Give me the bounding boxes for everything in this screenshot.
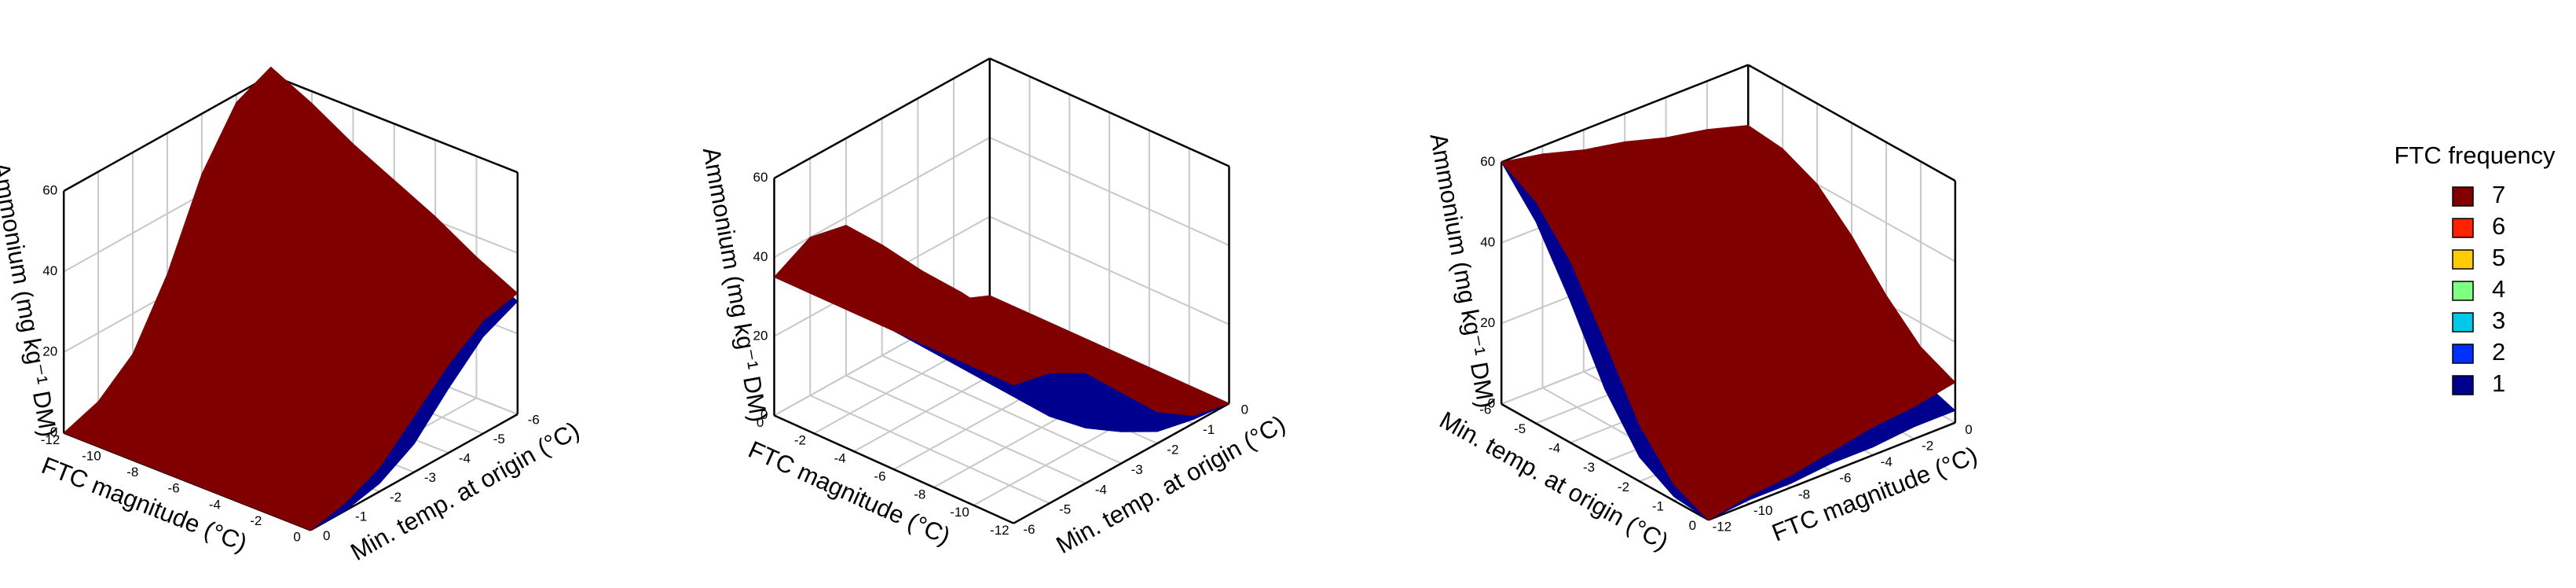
y-tick-label: -4 (459, 451, 471, 466)
x-tick-label: -12 (990, 523, 1010, 538)
x-tick-label: -8 (914, 487, 925, 502)
y-tick-label: -4 (1095, 482, 1107, 497)
z-tick-label: 40 (1480, 234, 1495, 249)
y-tick-label: -4 (1548, 441, 1560, 456)
legend-swatch (2452, 218, 2474, 238)
legend-swatch (2452, 312, 2474, 333)
box-edge (270, 74, 518, 174)
y-tick-label: -1 (355, 509, 367, 524)
z-tick-label: 0 (760, 407, 768, 422)
legend-label: 2 (2492, 338, 2505, 366)
legend-label: 5 (2492, 244, 2505, 271)
legend-swatch (2452, 249, 2474, 270)
box-edge (1013, 402, 1230, 524)
legend-title: FTC frequency (2394, 141, 2556, 169)
x-tick-label: -6 (168, 481, 180, 496)
surface-patch (269, 486, 346, 531)
y-axis-title: Min. temp. at origin (°C) (1051, 410, 1289, 559)
y-tick-label: -5 (1514, 421, 1526, 436)
x-tick-label: -8 (126, 465, 138, 480)
box-edge (773, 57, 991, 179)
z-tick-label: 20 (1480, 315, 1495, 330)
legend-label: 7 (2492, 181, 2505, 208)
x-tick-label: -8 (1798, 487, 1810, 502)
box-edge (1708, 421, 1956, 521)
z-tick-label: 60 (1480, 154, 1495, 169)
grid-line (989, 137, 1229, 247)
legend-swatch (2452, 281, 2474, 301)
grid-line (845, 374, 1086, 484)
y-tick-label: 0 (323, 528, 330, 543)
y-tick-label: 0 (1241, 402, 1248, 417)
x-tick-label: -6 (874, 469, 885, 483)
box-edge (1501, 402, 1709, 521)
y-tick-label: -3 (1583, 460, 1595, 475)
box-edge (989, 57, 1230, 167)
y-tick-label: -1 (1203, 422, 1215, 437)
x-tick-label: -4 (834, 451, 846, 466)
y-tick-label: -6 (528, 413, 540, 428)
legend-label: 1 (2492, 369, 2505, 397)
y-tick-label: -5 (1059, 502, 1071, 517)
legend-label: 3 (2492, 307, 2505, 334)
x-tick-label: 0 (293, 530, 300, 545)
x-tick-label: -2 (794, 433, 806, 448)
x-tick-label: -4 (1881, 454, 1893, 469)
x-tick-label: 0 (1965, 422, 1972, 437)
x-tick-label: -2 (250, 513, 262, 528)
y-tick-label: 0 (1689, 518, 1696, 533)
z-tick-label: 40 (753, 249, 768, 264)
legend-label: 4 (2492, 275, 2505, 303)
legend-swatch (2452, 186, 2474, 207)
box-edge (63, 74, 272, 193)
y-tick-label: -1 (1652, 498, 1664, 513)
box-edge (1501, 64, 1749, 164)
y-tick-label: -5 (493, 432, 505, 447)
z-tick-label: 60 (42, 182, 57, 197)
y-tick-label: -2 (1618, 480, 1629, 494)
legend-swatch (2452, 375, 2474, 395)
z-tick-label: 20 (753, 328, 768, 343)
x-tick-label: 0 (757, 415, 764, 430)
y-tick-label: -2 (390, 490, 401, 505)
y-tick-label: -2 (1167, 443, 1178, 458)
z-tick-label: 0 (50, 424, 57, 439)
legend-label: 6 (2492, 212, 2505, 240)
z-tick-label: 40 (42, 263, 57, 278)
z-axis-title: Ammonium (mg kg⁻¹ DM) (698, 145, 773, 424)
x-tick-label: -10 (950, 505, 969, 520)
y-tick-label: -3 (424, 470, 436, 485)
y-tick-label: -6 (1479, 402, 1491, 417)
grid-line (809, 395, 1050, 505)
x-tick-label: -12 (1713, 520, 1732, 535)
z-tick-label: 20 (42, 344, 57, 359)
x-tick-label: -4 (209, 497, 221, 512)
x-tick-label: -10 (1753, 503, 1773, 518)
box-edge (1747, 64, 1956, 182)
z-tick-label: 0 (1488, 395, 1495, 410)
legend-swatch (2452, 344, 2474, 364)
z-axis-title: Ammonium (mg kg⁻¹ DM) (0, 160, 62, 439)
x-tick-label: -10 (82, 448, 101, 463)
x-tick-label: -2 (1922, 438, 1933, 453)
y-tick-label: -6 (1023, 522, 1035, 537)
x-tick-label: -12 (41, 432, 60, 447)
surface-patch (973, 350, 1050, 386)
surface-patch (1673, 459, 1750, 520)
z-tick-label: 60 (753, 170, 768, 185)
grid-line (881, 355, 1122, 465)
y-tick-label: -3 (1131, 462, 1143, 477)
z-axis-title: Ammonium (mg kg⁻¹ DM) (1425, 131, 1501, 410)
box-edge (773, 414, 1014, 524)
x-tick-label: -6 (1839, 471, 1851, 486)
grid-line (989, 215, 1229, 325)
